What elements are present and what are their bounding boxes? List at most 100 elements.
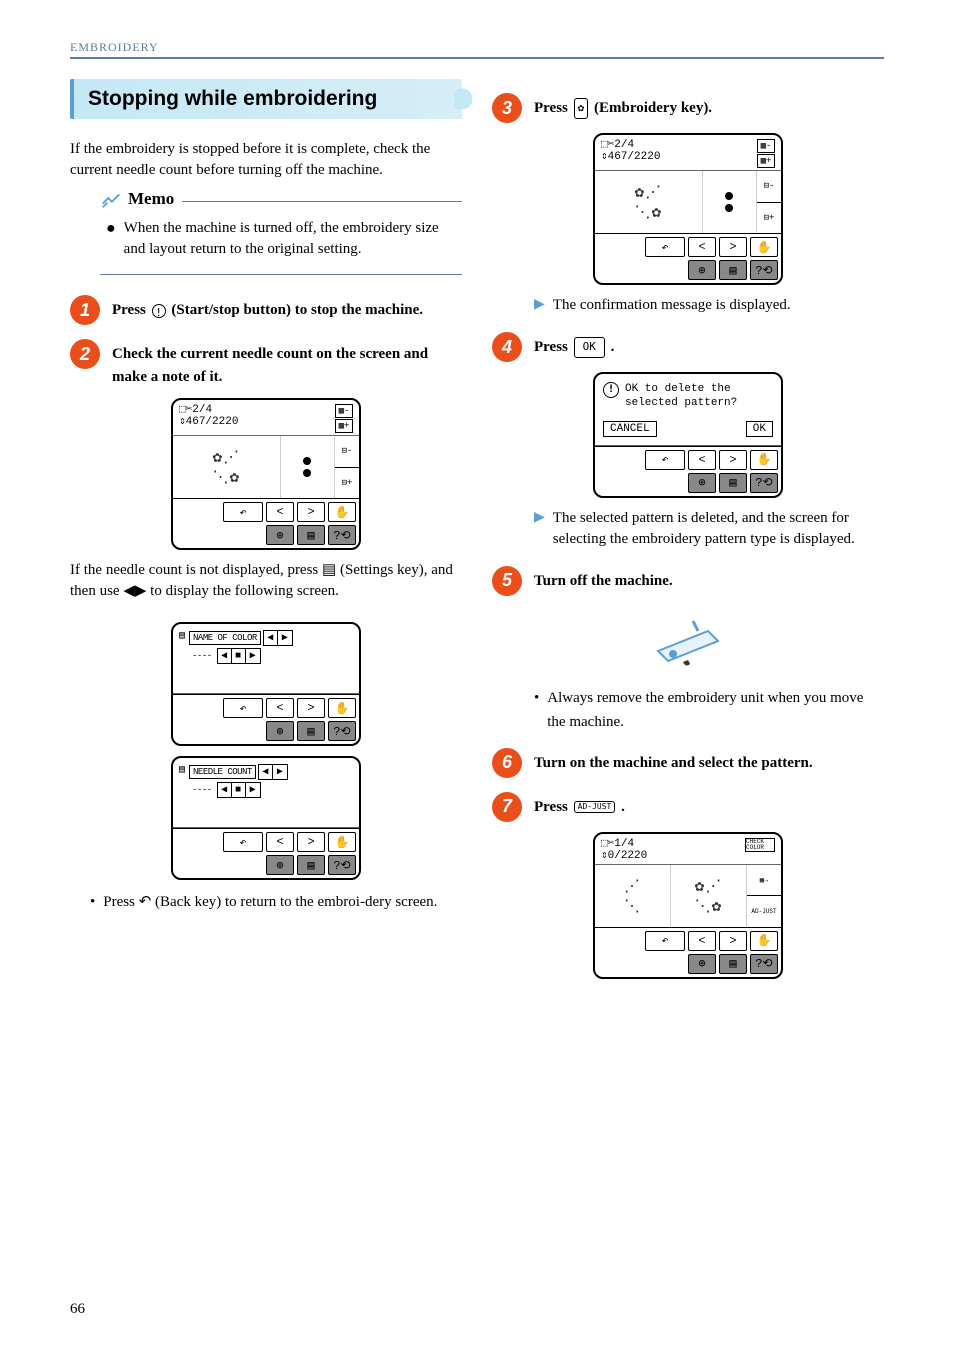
page-number: 66: [70, 1301, 85, 1318]
step-6: 6 Turn on the machine and select the pat…: [492, 748, 884, 778]
step-number-7: 7: [492, 792, 522, 822]
prev-icon: <: [266, 502, 294, 522]
result-1: ▶ The confirmation message is displayed.: [534, 295, 884, 316]
back-button-icon: ↶: [223, 698, 263, 718]
lcd-size-minus: ▦-: [757, 139, 775, 153]
memo-icon: [100, 188, 122, 210]
memo-title: Memo: [128, 189, 174, 209]
step-4: 4 Press OK .: [492, 332, 884, 362]
help-icon: ?⟲: [328, 855, 356, 875]
help-icon: ?⟲: [750, 954, 778, 974]
result-2: ▶ The selected pattern is deleted, and t…: [534, 508, 884, 550]
intro-text: If the embroidery is stopped before it i…: [70, 139, 462, 181]
section-title: Stopping while embroidering: [70, 79, 462, 119]
thread-icon: [303, 457, 311, 465]
setting-value: ----: [189, 784, 215, 796]
next-icon: >: [719, 931, 747, 951]
pattern-preview-icon: ✿⋰⋱✿: [213, 447, 241, 487]
left-arrow-icon: ◀: [123, 583, 135, 599]
dialog-line2: selected pattern?: [625, 396, 737, 410]
step-3: 3 Press ✿ (Embroidery key).: [492, 93, 884, 123]
prev-icon: <: [688, 931, 716, 951]
next-icon: >: [719, 237, 747, 257]
help-icon: ?⟲: [328, 721, 356, 741]
setting-label-color: NAME OF COLOR: [189, 631, 261, 645]
check-color-button: CHECK COLOR: [745, 838, 775, 852]
section-title-wrap: Stopping while embroidering: [70, 79, 462, 119]
hand-icon: ✋: [750, 931, 778, 951]
lcd-screenshot-7: ⬚✂1/4 ⇕0/2220 CHECK COLOR ⋰⋱ ✿⋰⋱✿ ▦→ AD-…: [593, 832, 783, 979]
dialog-screenshot: ! OK to delete the selected pattern? CAN…: [593, 372, 783, 498]
step-number-5: 5: [492, 566, 522, 596]
adjust-button: AD-JUST: [747, 896, 781, 927]
settings-icon: ▤: [719, 954, 747, 974]
settings-key-icon: ▤: [322, 562, 336, 578]
globe-icon: ⊕: [266, 721, 294, 741]
settings-screen-needle: ▤ NEEDLE COUNT ◀▶ ---- ◀■▶ ↶: [171, 756, 361, 880]
memo-box: Memo ● When the machine is turned off, t…: [100, 201, 462, 275]
step-7-text-a: Press: [534, 799, 572, 815]
lcd-screenshot-1: ⬚✂2/4 ⇕467/2220 ▦- ▦+ ✿⋰⋱✿ ⊟-: [171, 398, 361, 550]
lcd1-line1: ⬚✂2/4: [179, 404, 238, 416]
help-icon: ?⟲: [750, 260, 778, 280]
back-button-icon: ↶: [645, 931, 685, 951]
hand-icon: ✋: [328, 502, 356, 522]
help-icon: ?⟲: [328, 525, 356, 545]
prev-icon: <: [688, 237, 716, 257]
step-4-text-b: .: [611, 339, 615, 355]
step-number-4: 4: [492, 332, 522, 362]
setting-value: ----: [189, 650, 215, 662]
lcd-plus: ⊟+: [757, 203, 781, 234]
lcd7-line1: ⬚✂1/4: [601, 838, 647, 850]
start-stop-icon: !: [152, 304, 166, 318]
pattern-preview-icon: ✿⋰⋱✿: [635, 182, 663, 222]
lcd7-line2: ⇕0/2220: [601, 850, 647, 862]
ok-button: OK: [746, 421, 773, 437]
hand-icon: ✋: [750, 450, 778, 470]
lcd-size-minus: ▦-: [335, 404, 353, 418]
step-5: 5 Turn off the machine.: [492, 566, 884, 596]
settings-icon: ▤: [297, 525, 325, 545]
setting-arrows-2: ◀■▶: [217, 648, 261, 664]
unit-note: • Always remove the embroidery unit when…: [534, 686, 884, 734]
step-1-text-b: (Start/stop button) to stop the machine.: [171, 302, 423, 318]
step-number-1: 1: [70, 295, 100, 325]
result-arrow-icon: ▶: [534, 295, 545, 316]
settings-icon: ▤: [297, 855, 325, 875]
next-icon: >: [297, 502, 325, 522]
settings-tab-icon: ▤: [179, 764, 185, 776]
step-7-text-b: .: [621, 799, 625, 815]
ok-button-icon: OK: [574, 337, 605, 358]
step-1-text-a: Press: [112, 302, 150, 318]
lcd-plus: ⊟+: [335, 468, 359, 499]
step-number-3: 3: [492, 93, 522, 123]
back-note: • Press ↶ (Back key) to return to the em…: [90, 890, 462, 914]
settings-icon: ▤: [719, 260, 747, 280]
step-3-text-b: (Embroidery key).: [594, 100, 712, 116]
step-2: 2 Check the current needle count on the …: [70, 339, 462, 388]
step-number-6: 6: [492, 748, 522, 778]
prev-icon: <: [266, 832, 294, 852]
globe-icon: ⊕: [688, 954, 716, 974]
right-arrow-icon: ▶: [135, 583, 147, 599]
step-5-text: Turn off the machine.: [534, 566, 673, 593]
lcd-size-plus: ▦+: [335, 419, 353, 433]
step-3-text-a: Press: [534, 100, 572, 116]
lcd-minus: ⊟-: [335, 436, 359, 468]
lcd1-line2: ⇕467/2220: [179, 416, 238, 428]
settings-screen-color: ▤ NAME OF COLOR ◀▶ ---- ◀■▶ ↶: [171, 622, 361, 746]
back-button-icon: ↶: [645, 450, 685, 470]
step-number-2: 2: [70, 339, 100, 369]
arrow-icon: [683, 660, 690, 666]
settings-hint: If the needle count is not displayed, pr…: [70, 560, 462, 602]
step-6-text: Turn on the machine and select the patte…: [534, 748, 813, 775]
memo-text: When the machine is turned off, the embr…: [124, 218, 462, 260]
dialog-line1: OK to delete the: [625, 382, 737, 396]
step-2-text: Check the current needle count on the sc…: [112, 339, 462, 388]
setting-label-needle: NEEDLE COUNT: [189, 765, 256, 779]
globe-icon: ⊕: [266, 855, 294, 875]
embroidery-key-icon: ✿: [574, 98, 589, 119]
settings-tab-icon: ▤: [179, 630, 185, 642]
hand-icon: ✋: [328, 832, 356, 852]
back-button-icon: ↶: [645, 237, 685, 257]
